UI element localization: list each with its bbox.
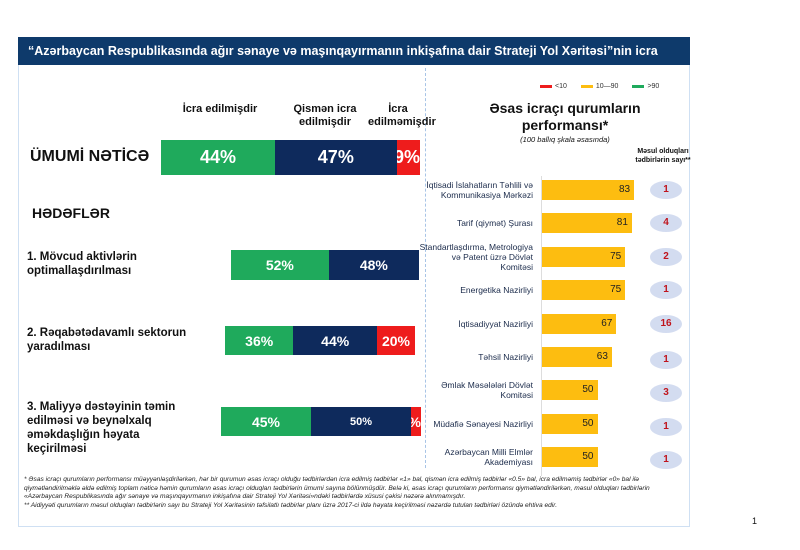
- column-header-done: İcra edilmişdir: [182, 103, 258, 115]
- count-badge: 1: [650, 281, 682, 300]
- goal-bar-1: 52% 48%: [231, 250, 419, 280]
- count-header: Məsul olduqları tədbirlərin sayı**: [635, 148, 691, 164]
- content-panel: [18, 65, 690, 527]
- count-badge: 2: [650, 247, 682, 266]
- category-label: Təhsil Nazirliyi: [478, 352, 533, 362]
- divider: [425, 68, 426, 468]
- performance-bar: 50: [542, 380, 598, 401]
- partial-segment: 47%: [274, 140, 397, 175]
- legend-item: 10—90: [580, 83, 618, 90]
- category-label: Energetika Nazirliyi: [460, 285, 533, 296]
- performance-bar: 63: [542, 347, 612, 367]
- category-label: Azərbaycan Milli Elmlər Akademiyası: [444, 447, 533, 468]
- performance-bar: 75: [542, 246, 626, 267]
- count-badge: 1: [650, 351, 682, 369]
- goal-bar-2: 36% 44% 20%: [225, 326, 415, 355]
- count-badge: 16: [650, 314, 682, 333]
- done-segment: 44%: [161, 140, 275, 175]
- performance-bar: 81: [542, 213, 632, 234]
- not-done-segment: 9%: [396, 140, 420, 175]
- performance-title: Əsas icraçı qurumların performansı*: [489, 100, 641, 133]
- goal-label-3: 3. Maliyyə dəstəyinin təmin edilməsi və …: [27, 401, 176, 455]
- performance-bar: 50: [542, 447, 598, 468]
- not-done-segment: 20%: [377, 326, 415, 355]
- footnotes: * Əsas icraçı qurumların performansı müə…: [24, 476, 684, 510]
- performance-bar: 50: [542, 413, 598, 434]
- category-label: İqtisadi İslahatların Təhlili və Kommuni…: [426, 180, 533, 200]
- partial-segment: 44%: [293, 326, 377, 355]
- performance-bar: 67: [542, 313, 617, 334]
- count-badge: 1: [650, 451, 682, 470]
- column-header-not-done: İcra edilməmişdir: [368, 103, 436, 128]
- goal-bar-3: 45%50%5%: [221, 407, 421, 436]
- count-badge: 1: [650, 181, 682, 199]
- overall-bar: 44% 47% 9%: [161, 140, 420, 175]
- done-segment: 36%: [225, 326, 294, 355]
- legend-item: <10: [540, 83, 567, 90]
- partial-segment: 50%: [311, 407, 411, 436]
- not-done-segment: 5%: [411, 407, 421, 436]
- footnote-1: * Əsas icraçı qurumların performansı müə…: [24, 476, 650, 501]
- page-header: “Azərbaycan Respublikasında ağır sənaye …: [18, 37, 690, 86]
- done-segment: 45%: [221, 407, 311, 436]
- performance-bar: 83: [542, 180, 635, 200]
- performance-bar: 75: [542, 280, 626, 301]
- category-label: Tarif (qiymət) Şurası: [456, 218, 533, 229]
- legend-item: >90: [632, 83, 659, 90]
- footnote-2: ** Aidiyyəti qurumların məsul olduqları …: [24, 501, 558, 509]
- chart-axis: [541, 176, 542, 476]
- category-label: İqtisadiyyat Nazirliyi: [458, 318, 533, 329]
- count-badge: 4: [650, 214, 682, 233]
- category-label: Standartlaşdırma, Metrologiya və Patent …: [419, 241, 533, 272]
- overall-label: ÜMUMİ NƏTİCƏ: [30, 148, 150, 165]
- performance-subtitle: (100 ballıq şkala əsasında): [520, 135, 610, 144]
- done-segment: 52%: [231, 250, 329, 280]
- partial-segment: 48%: [328, 250, 419, 280]
- page-number: 1: [752, 516, 758, 526]
- goals-title: HƏDƏFLƏR: [32, 205, 110, 221]
- legend: <10 10—90 >90: [540, 83, 659, 90]
- count-badge: 1: [650, 417, 682, 436]
- goal-label-1: 1. Mövcud aktivlərin optimallaşdırılması: [27, 251, 137, 277]
- category-label: Əmlak Məsələləri Dövlət Komitəsi: [441, 380, 533, 401]
- column-header-partial: Qismən icra edilmişdir: [293, 103, 357, 128]
- goal-label-2: 2. Rəqabətədavamlı sektorun yaradılması: [27, 327, 187, 353]
- count-badge: 3: [650, 384, 682, 403]
- category-label: Müdafiə Sənayesi Nazirliyi: [433, 418, 533, 429]
